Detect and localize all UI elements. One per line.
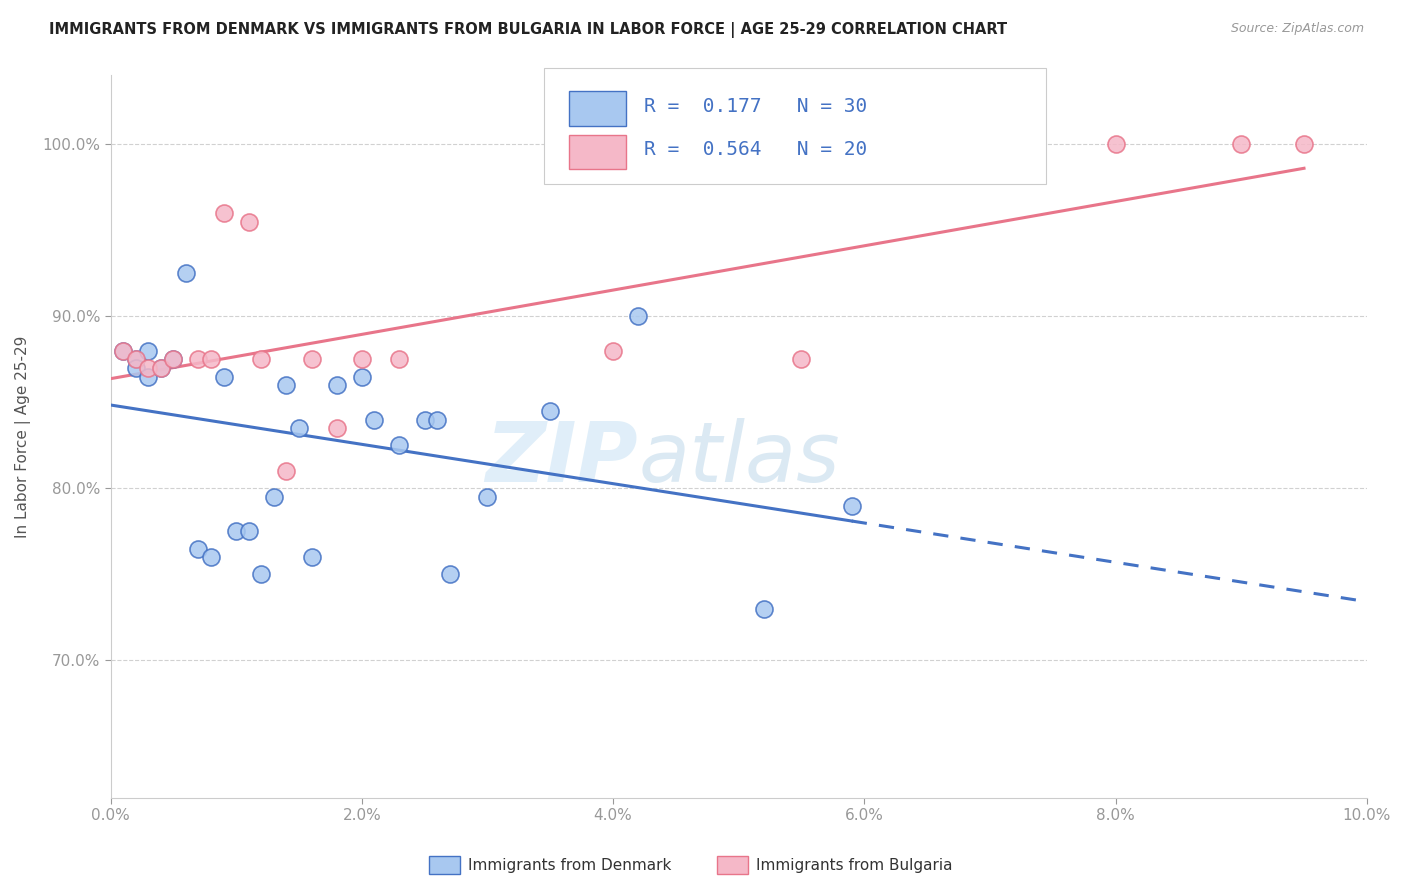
Point [112, 343, 135, 358]
Point [187, 541, 209, 556]
Point [1292, 137, 1315, 152]
Point [225, 524, 247, 539]
Point [1230, 137, 1253, 152]
Point [363, 412, 385, 426]
Point [149, 360, 172, 375]
Point [752, 602, 775, 616]
Point [238, 524, 260, 539]
Point [841, 499, 863, 513]
Point [149, 360, 172, 375]
Point [388, 438, 411, 452]
Point [350, 352, 373, 367]
Point [263, 490, 285, 504]
Text: atlas: atlas [638, 418, 839, 499]
Point [250, 352, 273, 367]
Point [790, 352, 813, 367]
Point [124, 360, 146, 375]
Point [602, 343, 624, 358]
Point [627, 310, 650, 324]
Point [136, 343, 159, 358]
FancyBboxPatch shape [544, 68, 1046, 184]
Point [325, 421, 347, 435]
Text: ZIP: ZIP [485, 418, 638, 499]
Point [413, 412, 436, 426]
Point [538, 404, 561, 418]
Point [112, 343, 135, 358]
Point [162, 352, 184, 367]
Text: IMMIGRANTS FROM DENMARK VS IMMIGRANTS FROM BULGARIA IN LABOR FORCE | AGE 25-29 C: IMMIGRANTS FROM DENMARK VS IMMIGRANTS FR… [49, 22, 1007, 38]
Point [187, 352, 209, 367]
Point [200, 550, 222, 565]
Text: R =  0.177   N = 30: R = 0.177 N = 30 [644, 97, 868, 116]
Y-axis label: In Labor Force | Age 25-29: In Labor Force | Age 25-29 [15, 335, 31, 538]
Point [250, 567, 273, 582]
Text: R =  0.564   N = 20: R = 0.564 N = 20 [644, 140, 868, 160]
Point [124, 352, 146, 367]
Point [162, 352, 184, 367]
Point [477, 490, 499, 504]
Point [288, 421, 311, 435]
Point [276, 464, 298, 478]
Point [136, 360, 159, 375]
Point [212, 206, 235, 220]
Point [350, 369, 373, 384]
Point [136, 369, 159, 384]
Text: Source: ZipAtlas.com: Source: ZipAtlas.com [1230, 22, 1364, 36]
Point [426, 412, 449, 426]
Point [325, 378, 347, 392]
Point [212, 369, 235, 384]
Point [124, 352, 146, 367]
Point [276, 378, 298, 392]
Text: Immigrants from Bulgaria: Immigrants from Bulgaria [756, 858, 953, 872]
FancyBboxPatch shape [569, 135, 626, 169]
Text: Immigrants from Denmark: Immigrants from Denmark [468, 858, 672, 872]
Point [301, 550, 323, 565]
Point [439, 567, 461, 582]
Point [200, 352, 222, 367]
Point [174, 266, 197, 280]
FancyBboxPatch shape [569, 91, 626, 126]
Point [301, 352, 323, 367]
Point [1104, 137, 1126, 152]
Point [238, 214, 260, 228]
Point [388, 352, 411, 367]
